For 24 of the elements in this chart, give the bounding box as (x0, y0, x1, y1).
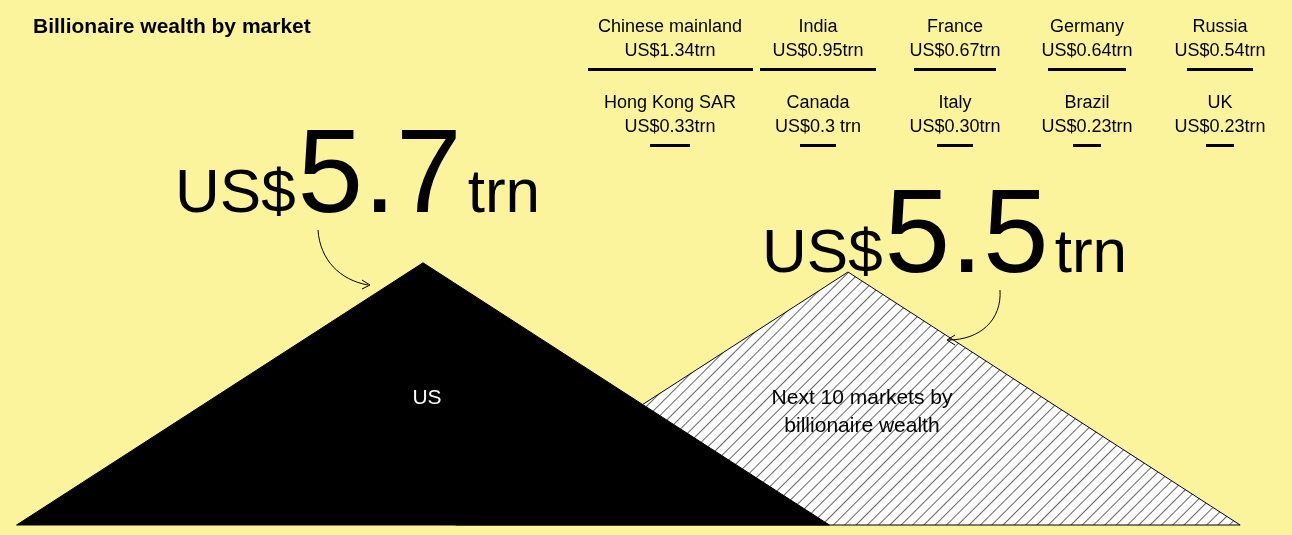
data-label: US$0.64trn (1040, 39, 1134, 62)
data-label: US$0.23trn (1040, 115, 1134, 138)
data-label: US$5.7trn (175, 105, 541, 237)
category-label: France (926, 15, 984, 38)
data-label: US$5.5trn (762, 165, 1128, 297)
text: Billionaire wealth by market (33, 14, 311, 38)
data-label: US$0.23trn (1173, 115, 1267, 138)
category-label: Canada (786, 92, 850, 112)
category-label: Chinese mainland (596, 15, 744, 38)
data-label: US$0.3 trn (773, 115, 862, 138)
category-label: Russia (1191, 15, 1249, 38)
category-label: Brazil (1063, 91, 1111, 114)
data-label: US$1.34trn (623, 39, 717, 62)
data-label: US$0.67trn (908, 39, 1002, 62)
data-label: US$0.33trn (623, 115, 717, 138)
category-label: Germany (1049, 15, 1125, 38)
category-label: India (798, 16, 838, 36)
data-label: US$0.30trn (908, 115, 1002, 138)
data-label: US$0.95trn (771, 39, 865, 62)
category-label: Italy (937, 91, 973, 114)
category-label: Hong Kong SAR (602, 91, 738, 114)
category-label: US (411, 384, 443, 410)
data-label: US$0.54trn (1173, 39, 1267, 62)
category-label: UK (1206, 91, 1234, 114)
